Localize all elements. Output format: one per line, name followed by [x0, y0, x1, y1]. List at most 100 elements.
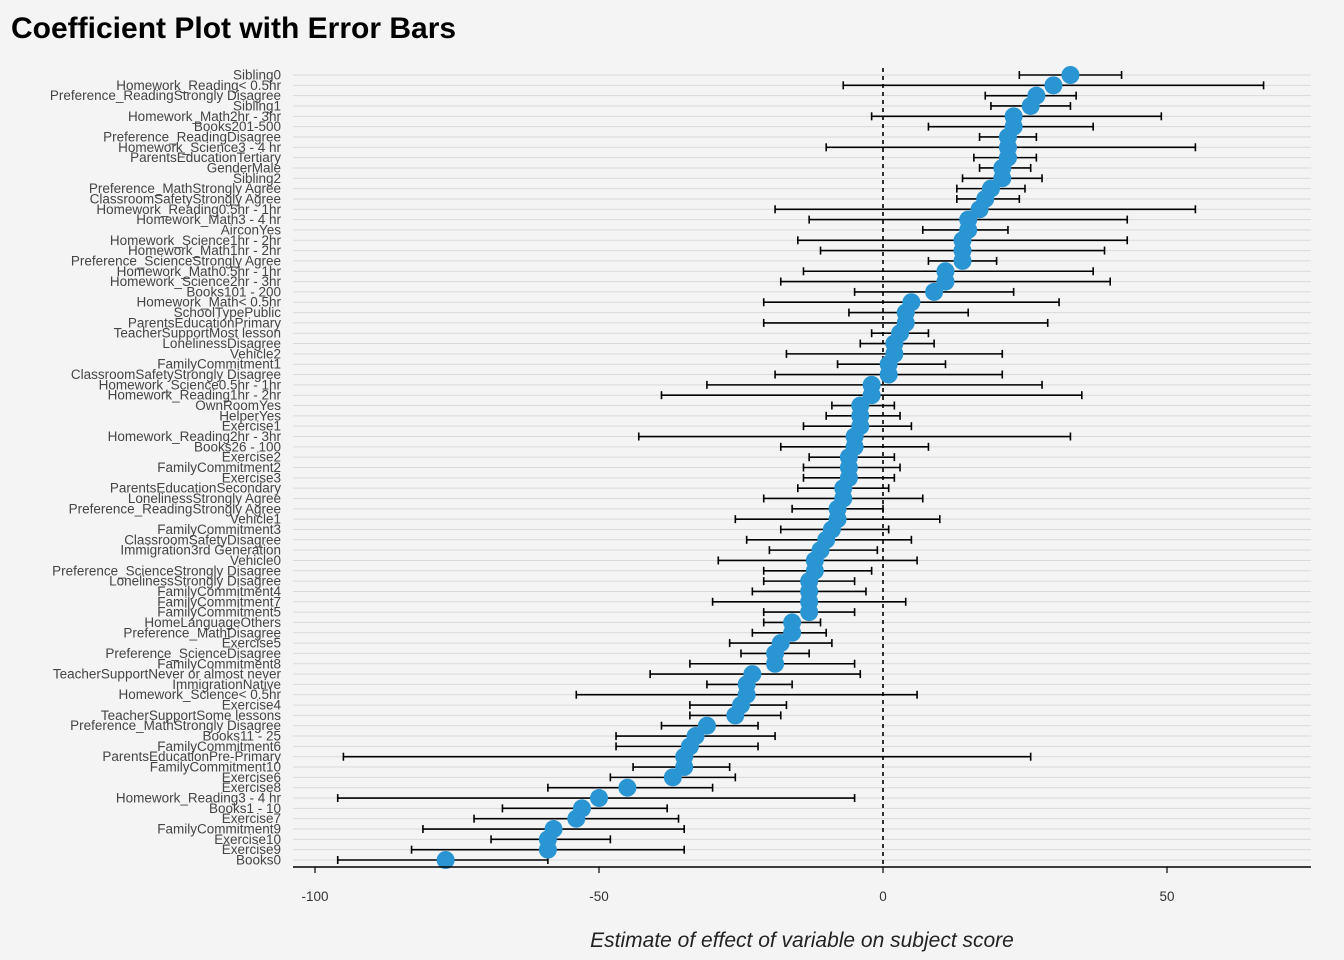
y-tick-label: Preference_MathDisagree — [123, 625, 281, 640]
y-tick-label: Vehicle2 — [230, 346, 281, 361]
y-tick-label: Sibling0 — [233, 68, 281, 83]
y-tick-label: Homework_Reading2hr - 3hr — [108, 429, 282, 444]
estimate-point — [1061, 66, 1080, 84]
estimate-point — [936, 272, 955, 291]
y-tick-label: Exercise1 — [222, 419, 281, 434]
y-tick-label: SchoolTypePublic — [174, 305, 282, 320]
y-tick-label: Sibling1 — [233, 98, 281, 113]
y-tick-label: Books0 — [236, 853, 281, 868]
y-tick-label: Homework_Reading< 0.5hr — [116, 78, 281, 93]
y-tick-label: FamilyCommitment6 — [157, 739, 281, 754]
y-tick-label: ClassroomSafetyDisagree — [124, 532, 281, 547]
y-tick-label: ParentsEducationPre-Primary — [102, 749, 281, 764]
y-tick-label: FamilyCommitment3 — [157, 522, 281, 537]
y-tick-label: Exercise3 — [222, 470, 281, 485]
y-tick-label: Exercise2 — [222, 450, 281, 465]
y-tick-label: Homework_Science1hr - 2hr — [110, 233, 282, 248]
estimate-point — [783, 623, 802, 642]
estimate-point — [993, 169, 1012, 188]
y-tick-label: Homework_Science0.5hr - 1hr — [99, 377, 282, 392]
y-tick-label: LonelinessStrongly Disagree — [109, 574, 281, 589]
y-tick-label: Homework_Science3 - 4 hr — [118, 140, 281, 155]
estimate-point — [726, 706, 745, 725]
y-tick-label: ParentsEducationSecondary — [110, 481, 281, 496]
x-axis-label: Estimate of effect of variable on subjec… — [590, 929, 1014, 952]
y-tick-label: ClassroomSafetyStrongly Disagree — [71, 367, 281, 382]
y-tick-label: GenderMale — [207, 160, 281, 175]
gridlines — [293, 74, 1311, 861]
y-tick-label: Books1 - 10 — [209, 801, 281, 816]
y-tick-label: Homework_Reading1hr - 2hr — [108, 388, 282, 403]
estimate-point — [590, 789, 608, 808]
y-tick-label: Exercise9 — [222, 842, 281, 857]
y-tick-label: Books201-500 — [194, 119, 281, 134]
y-tick-label: LonelinessDisagree — [162, 336, 281, 351]
y-tick-label: Exercise5 — [222, 636, 281, 651]
y-tick-label: FamilyCommitment7 — [157, 594, 281, 609]
estimate-point — [953, 251, 972, 270]
estimate-point — [766, 654, 785, 673]
y-tick-label: Homework_Math0.5hr - 1hr — [117, 264, 282, 279]
y-tick-label: ParentsEducationPrimary — [128, 315, 281, 330]
estimate-point — [675, 758, 694, 777]
x-tick-label: -100 — [301, 889, 328, 904]
y-tick-label: FamilyCommitment10 — [150, 760, 281, 775]
y-tick-label: Exercise4 — [222, 698, 282, 713]
y-tick-label: Homework_Reading0.5hr - 1hr — [96, 202, 281, 217]
y-tick-label: FamilyCommitment5 — [157, 605, 281, 620]
y-tick-label: Preference_MathStrongly Disagree — [70, 718, 281, 733]
x-axis: -100 -50 0 50 — [293, 866, 1311, 904]
y-tick-label: Books26 - 100 — [194, 439, 281, 454]
y-tick-label: Preference_ScienceDisagree — [105, 646, 281, 661]
estimate-point — [436, 851, 455, 869]
y-tick-label: TeacherSupportMost lesson — [114, 326, 281, 341]
y-tick-label: AirconYes — [221, 222, 282, 237]
y-tick-label: LonelinessStrongly Agree — [128, 491, 281, 506]
y-tick-label: Homework_Science2hr - 3hr — [110, 274, 282, 289]
y-tick-label: FamilyCommitment8 — [157, 656, 281, 671]
estimate-point — [618, 778, 637, 797]
y-tick-label: Preference_ReadingStrongly Disagree — [50, 88, 281, 103]
y-tick-label: Preference_ReadingStrongly Agree — [69, 501, 281, 516]
y-tick-label: ClassroomSafetyStrongly Agree — [90, 191, 281, 206]
y-tick-label: Books11 - 25 — [202, 729, 281, 744]
y-tick-label: Sibling2 — [233, 171, 281, 186]
estimate-point — [925, 282, 944, 301]
y-tick-label: Vehicle0 — [230, 553, 281, 568]
y-tick-label: Homework_Math1hr - 2hr — [128, 243, 282, 258]
y-tick-label: HomeLanguageOthers — [144, 615, 281, 630]
x-tick-label: 50 — [1159, 889, 1174, 904]
estimate-point — [879, 365, 898, 384]
x-tick-label: 0 — [879, 889, 887, 904]
estimate-point — [697, 716, 716, 735]
y-tick-label: Homework_Science< 0.5hr — [119, 687, 282, 702]
y-tick-label: Exercise6 — [222, 770, 281, 785]
estimate-point — [538, 840, 557, 859]
y-tick-label: FamilyCommitment1 — [157, 357, 281, 372]
y-tick-label: Immigration3rd Generation — [120, 543, 281, 558]
y-tick-label: Homework_Math3 - 4 hr — [136, 212, 281, 227]
x-tick-label: -50 — [589, 889, 609, 904]
y-tick-label: Exercise8 — [222, 780, 281, 795]
y-tick-label: ImmigrationNative — [172, 677, 281, 692]
y-tick-label: Exercise10 — [214, 832, 281, 847]
y-tick-label: FamilyCommitment9 — [157, 822, 281, 837]
y-tick-label: Vehicle1 — [230, 512, 281, 527]
estimate-point — [800, 603, 819, 622]
y-tick-label: Homework_Math2hr - 3hr — [128, 109, 282, 124]
y-tick-label: OwnRoomYes — [195, 398, 281, 413]
y-tick-label: HelperYes — [219, 408, 281, 423]
y-tick-label: Preference_ScienceStrongly Disagree — [52, 563, 281, 578]
y-tick-label: ParentsEducationTertiary — [130, 150, 281, 165]
point-estimates — [436, 66, 1080, 869]
y-tick-label: Preference_ScienceStrongly Agree — [71, 253, 281, 268]
estimate-point — [862, 386, 881, 405]
y-tick-label: Homework_Math< 0.5hr — [137, 295, 282, 310]
estimate-point — [1044, 76, 1063, 95]
y-tick-label: Exercise7 — [222, 811, 281, 826]
estimate-point — [1021, 96, 1040, 115]
y-tick-label: Books101 - 200 — [186, 284, 281, 299]
estimate-point — [567, 809, 586, 828]
